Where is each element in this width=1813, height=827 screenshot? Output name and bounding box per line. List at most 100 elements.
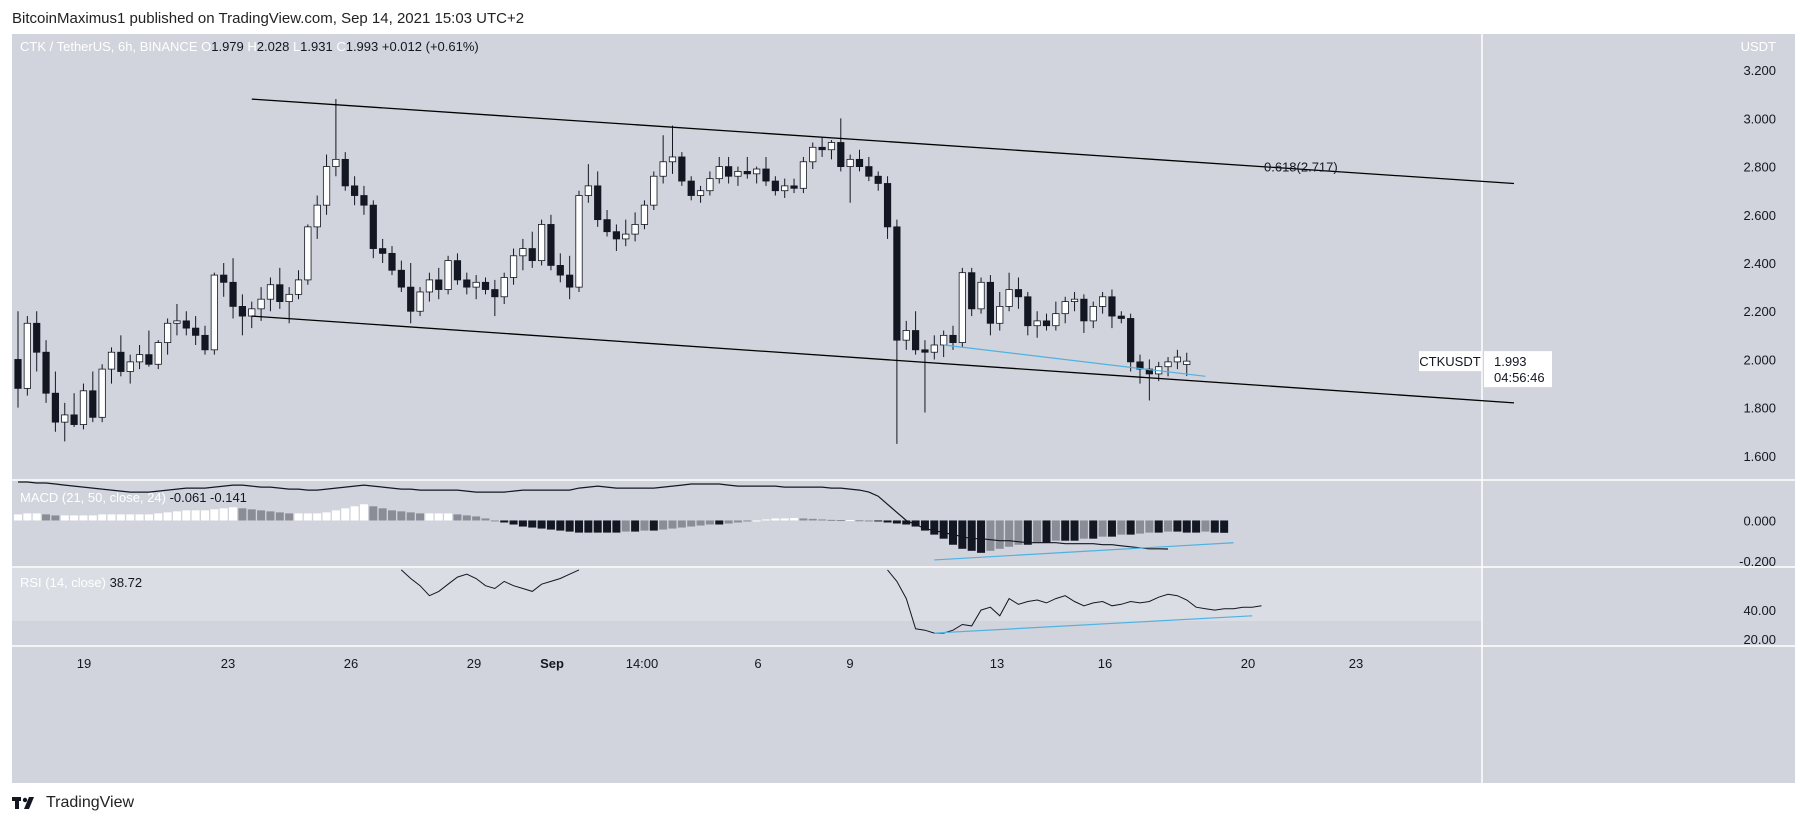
candle[interactable]	[538, 224, 546, 262]
candle[interactable]	[1089, 306, 1097, 322]
candle[interactable]	[949, 334, 957, 343]
candle[interactable]	[640, 204, 649, 225]
candle[interactable]	[584, 185, 592, 196]
chart-svg[interactable]: 0.618(2.717) USDT 3.200 3.000 2.800 2.600 2.4…	[12, 34, 1795, 783]
candle[interactable]	[622, 233, 630, 240]
candle[interactable]	[491, 289, 499, 298]
candle[interactable]	[1024, 296, 1032, 327]
candle[interactable]	[865, 166, 873, 177]
candle[interactable]	[285, 293, 293, 302]
candle[interactable]	[650, 175, 658, 206]
candle[interactable]	[276, 284, 284, 302]
candle[interactable]	[210, 274, 218, 351]
candle[interactable]	[996, 306, 1004, 324]
candle[interactable]	[360, 195, 368, 206]
candle[interactable]	[1052, 313, 1060, 327]
candle[interactable]	[519, 248, 527, 257]
price-divergence-line[interactable]	[943, 344, 1206, 377]
candle[interactable]	[902, 330, 910, 341]
candle[interactable]	[163, 322, 172, 343]
candle[interactable]	[603, 219, 611, 233]
candle[interactable]	[154, 342, 162, 365]
candle[interactable]	[556, 265, 564, 276]
candle[interactable]	[229, 281, 237, 307]
candle[interactable]	[566, 274, 574, 288]
candle[interactable]	[266, 284, 275, 300]
candle[interactable]	[14, 359, 22, 389]
candle[interactable]	[921, 349, 929, 353]
candle[interactable]	[220, 274, 228, 283]
candle[interactable]	[98, 368, 106, 418]
candle[interactable]	[322, 166, 331, 206]
candle[interactable]	[528, 248, 536, 262]
candle[interactable]	[977, 281, 985, 310]
candle[interactable]	[70, 414, 78, 425]
candle[interactable]	[1080, 298, 1088, 322]
macd-divergence-line[interactable]	[934, 542, 1234, 561]
candle[interactable]	[912, 330, 920, 351]
candle[interactable]	[126, 361, 134, 372]
candle[interactable]	[1164, 361, 1172, 368]
candle[interactable]	[594, 185, 602, 221]
candle[interactable]	[89, 390, 97, 418]
candle[interactable]	[762, 168, 770, 182]
candle[interactable]	[612, 231, 621, 240]
candle[interactable]	[257, 298, 265, 310]
candle[interactable]	[397, 269, 405, 288]
candle[interactable]	[341, 158, 349, 187]
candle[interactable]	[23, 322, 31, 389]
candle[interactable]	[294, 279, 303, 295]
candle[interactable]	[1117, 315, 1125, 319]
candle[interactable]	[33, 322, 41, 353]
candle[interactable]	[463, 279, 471, 288]
candle[interactable]	[1108, 296, 1116, 317]
footer-brand[interactable]: TradingView	[46, 794, 135, 811]
candle[interactable]	[201, 334, 209, 351]
candle[interactable]	[182, 320, 190, 329]
candle[interactable]	[1183, 360, 1191, 365]
candle[interactable]	[369, 204, 377, 249]
chart-frame[interactable]: 0.618(2.717) USDT 3.200 3.000 2.800 2.600 2.4…	[12, 34, 1795, 783]
candle[interactable]	[500, 277, 508, 298]
candle[interactable]	[42, 351, 50, 394]
candle[interactable]	[238, 306, 246, 317]
candle[interactable]	[1173, 356, 1181, 363]
candle[interactable]	[61, 414, 69, 423]
candle[interactable]	[575, 195, 583, 288]
candle[interactable]	[874, 175, 882, 184]
candle[interactable]	[715, 166, 723, 180]
channel-trendline[interactable]	[251, 98, 1515, 185]
candle[interactable]	[659, 161, 667, 177]
rsi-divergence-line[interactable]	[934, 615, 1253, 634]
candle[interactable]	[678, 156, 686, 182]
candle[interactable]	[734, 171, 742, 177]
candle[interactable]	[379, 248, 387, 254]
candle[interactable]	[940, 334, 948, 346]
candle[interactable]	[107, 351, 116, 370]
candle[interactable]	[145, 354, 153, 365]
candle[interactable]	[79, 390, 88, 425]
candle[interactable]	[827, 142, 836, 151]
candle[interactable]	[725, 166, 733, 177]
candle[interactable]	[687, 180, 695, 196]
candle[interactable]	[304, 226, 312, 281]
candle[interactable]	[631, 224, 639, 235]
candle[interactable]	[1042, 320, 1051, 327]
candle[interactable]	[668, 156, 677, 163]
candle[interactable]	[547, 224, 555, 266]
candle[interactable]	[416, 291, 424, 312]
candle[interactable]	[986, 281, 995, 324]
candle[interactable]	[753, 168, 761, 175]
candle[interactable]	[444, 260, 452, 290]
candle[interactable]	[51, 392, 60, 423]
candle[interactable]	[350, 185, 359, 196]
candle[interactable]	[855, 158, 864, 167]
candle[interactable]	[472, 281, 480, 288]
candle[interactable]	[192, 327, 200, 336]
candle[interactable]	[313, 204, 321, 228]
candle[interactable]	[135, 354, 144, 363]
candle[interactable]	[509, 255, 518, 278]
candle[interactable]	[771, 180, 779, 192]
candle[interactable]	[790, 185, 798, 189]
candle[interactable]	[435, 279, 443, 290]
